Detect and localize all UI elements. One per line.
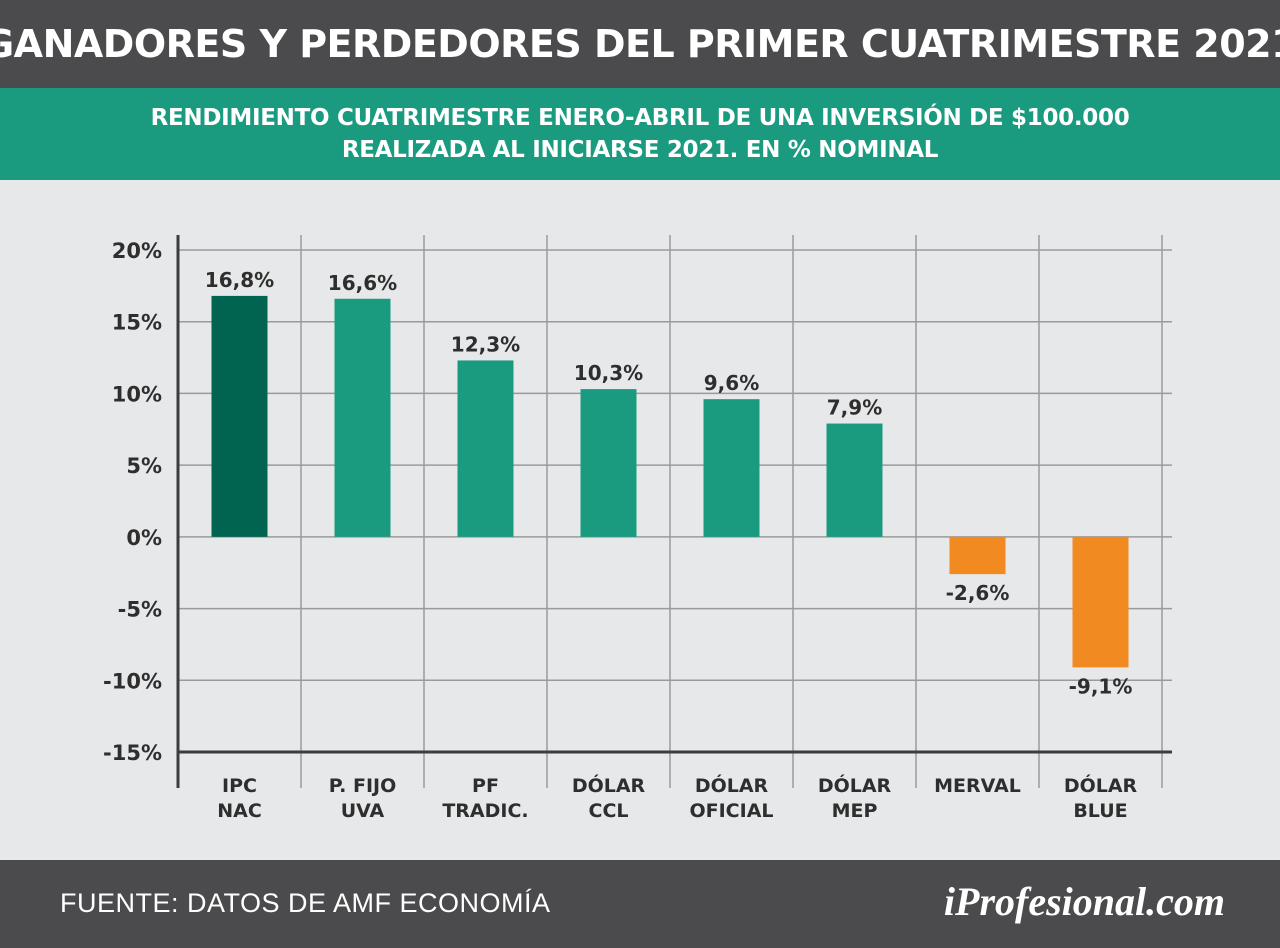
chart-title: GANADORES Y PERDEDORES DEL PRIMER CUATRI… bbox=[0, 22, 1280, 66]
footer-bar: FUENTE: DATOS DE AMF ECONOMÍA iProfesion… bbox=[0, 860, 1280, 948]
value-label: 9,6% bbox=[704, 371, 759, 395]
value-label: -2,6% bbox=[946, 581, 1010, 605]
bars bbox=[211, 295, 1129, 668]
category-label: MERVAL bbox=[934, 775, 1021, 797]
category-label: IPC bbox=[222, 775, 257, 797]
subtitle-line-2: REALIZADA AL INICIARSE 2021. EN % NOMINA… bbox=[341, 137, 939, 163]
category-label: P. FIJO bbox=[329, 775, 397, 797]
subtitle-line-1: RENDIMIENTO CUATRIMESTRE ENERO-ABRIL DE … bbox=[150, 105, 1130, 131]
value-label: -9,1% bbox=[1069, 674, 1133, 698]
labels: 20% 15% 10% 5% 0% -5% -10% -15% 16,8% IPC NAC 16,6%… bbox=[103, 239, 1138, 822]
category-label: DÓLAR bbox=[695, 773, 769, 797]
category-label: CCL bbox=[589, 800, 629, 822]
bar bbox=[826, 423, 883, 537]
bar bbox=[703, 399, 760, 537]
bar-chart: 20% 15% 10% 5% 0% -5% -10% -15% 16,8% IPC NAC 16,6%… bbox=[103, 235, 1172, 822]
y-tick-label: -15% bbox=[103, 741, 162, 765]
bar bbox=[949, 536, 1006, 575]
brand-logo: iProfesional.com bbox=[943, 879, 1225, 924]
grid-lines bbox=[178, 235, 1172, 788]
category-label: UVA bbox=[341, 800, 385, 822]
y-tick-label: 15% bbox=[112, 311, 162, 335]
category-label: BLUE bbox=[1073, 800, 1127, 822]
subtitle-bar: RENDIMIENTO CUATRIMESTRE ENERO-ABRIL DE … bbox=[0, 88, 1280, 180]
category-label: DÓLAR bbox=[572, 773, 646, 797]
bar bbox=[334, 298, 391, 537]
category-label: TRADIC. bbox=[442, 800, 528, 822]
value-label: 7,9% bbox=[827, 396, 882, 420]
axes bbox=[176, 235, 1172, 788]
category-label: OFICIAL bbox=[689, 800, 773, 822]
y-tick-label: 20% bbox=[112, 239, 162, 263]
category-label: NAC bbox=[217, 800, 262, 822]
y-tick-label: 10% bbox=[112, 382, 162, 406]
bar bbox=[580, 389, 637, 537]
bar bbox=[1072, 536, 1129, 668]
value-label: 10,3% bbox=[574, 361, 643, 385]
bar bbox=[211, 295, 268, 537]
value-label: 12,3% bbox=[451, 332, 520, 356]
y-tick-label: -10% bbox=[103, 669, 162, 693]
bar bbox=[457, 360, 514, 537]
y-tick-label: 0% bbox=[126, 526, 162, 550]
source-note: FUENTE: DATOS DE AMF ECONOMÍA bbox=[60, 888, 551, 918]
y-tick-label: 5% bbox=[126, 454, 162, 478]
value-label: 16,6% bbox=[328, 271, 397, 295]
category-label: DÓLAR bbox=[818, 773, 892, 797]
y-tick-label: -5% bbox=[118, 598, 162, 622]
category-label: PF bbox=[472, 775, 499, 797]
header-bar: GANADORES Y PERDEDORES DEL PRIMER CUATRI… bbox=[0, 0, 1280, 88]
value-label: 16,8% bbox=[205, 268, 274, 292]
category-label: MEP bbox=[832, 800, 878, 822]
category-label: DÓLAR bbox=[1064, 773, 1138, 797]
